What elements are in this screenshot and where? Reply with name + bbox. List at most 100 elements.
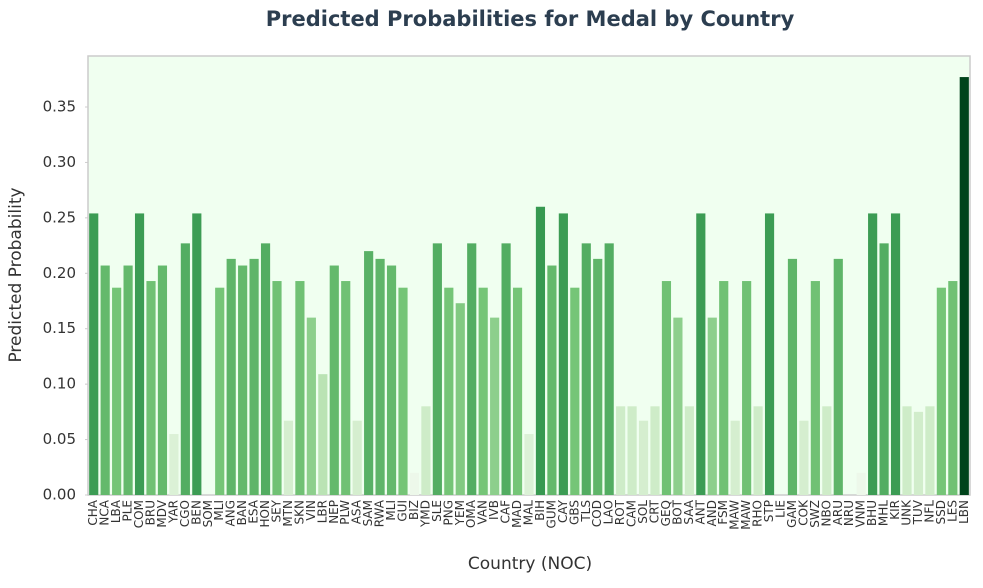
bar [215, 287, 225, 495]
x-tick-label: CRT [648, 499, 662, 523]
x-tick-label: PNG [441, 500, 455, 526]
x-tick-label: BHU [865, 500, 879, 526]
x-tick-label: ASA [350, 499, 364, 524]
x-tick-label: GAM [785, 500, 799, 528]
x-tick-label: NCA [98, 499, 112, 525]
bar [925, 406, 935, 495]
x-tick-label: COM [132, 500, 146, 528]
x-tick-label: SEY [270, 499, 284, 522]
bar [512, 287, 523, 495]
bar [226, 258, 236, 495]
x-tick-label: PLE [121, 500, 135, 522]
x-tick-label: YAR [166, 500, 180, 524]
x-tick-label: VAN [476, 500, 490, 525]
bar [902, 406, 912, 495]
x-tick-label: GUM [544, 500, 558, 528]
bar [375, 258, 385, 495]
bar [787, 258, 798, 495]
bar [547, 265, 557, 495]
bar [684, 406, 694, 495]
x-tick-label: LBR [315, 500, 329, 523]
x-tick-label: ROT [613, 499, 627, 525]
bar [581, 243, 591, 495]
y-axis-label: Predicted Probability [6, 187, 26, 362]
x-tick-label: CAM [625, 500, 639, 527]
bar [810, 281, 820, 495]
x-tick-label: SLE [430, 500, 444, 522]
x-tick-label: YMD [418, 500, 432, 528]
x-tick-label: CHA [86, 499, 100, 525]
bar [558, 213, 568, 495]
x-tick-label: ARU [831, 500, 845, 525]
bar [478, 287, 488, 495]
bar [467, 243, 477, 495]
x-tick-label: ANT [693, 499, 707, 524]
x-tick-label: BIH [533, 500, 547, 521]
x-tick-label: BOT [670, 499, 684, 524]
x-tick-label: PLW [338, 500, 352, 525]
bar [329, 265, 339, 495]
bar [352, 420, 362, 495]
bar [249, 258, 259, 495]
x-tick-label: MAD [510, 500, 524, 528]
bar [742, 281, 752, 495]
x-tick-label: CAF [499, 500, 513, 524]
x-tick-label: SKN [292, 500, 306, 524]
bar [936, 287, 946, 495]
x-tick-label: KIR [888, 500, 902, 520]
x-tick-label: OMA [464, 499, 478, 528]
bar [421, 406, 431, 495]
bar [753, 406, 763, 495]
x-tick-label: YEM [453, 500, 467, 526]
x-tick-label: GUI [396, 500, 410, 522]
x-tick-label: MAW [739, 500, 753, 530]
x-tick-label: SOM [201, 500, 215, 527]
x-tick-label: NRU [842, 500, 856, 526]
bar [146, 281, 156, 495]
x-tick-label: VIN [304, 500, 318, 521]
bar [432, 243, 442, 495]
x-tick-label: ANG [224, 500, 238, 526]
x-tick-label: COK [796, 499, 810, 526]
bar [616, 406, 626, 495]
bar [948, 281, 958, 495]
bar [650, 406, 660, 495]
bar [123, 265, 133, 495]
bar [868, 213, 878, 495]
bar [707, 317, 717, 495]
bar [455, 303, 465, 495]
x-tick-label: MHL [877, 500, 891, 526]
x-tick-label: BEN [189, 500, 203, 525]
x-tick-label: LBA [109, 499, 123, 523]
y-tick-label: 0.10 [43, 375, 76, 393]
y-tick-label: 0.20 [43, 264, 76, 282]
x-tick-label: BAN [235, 500, 249, 525]
bar [112, 287, 122, 495]
x-tick-label: LBN [957, 500, 971, 524]
bar [364, 251, 374, 495]
bar [318, 374, 328, 495]
x-tick-label: COD [590, 500, 604, 527]
x-tick-label: MLI [212, 500, 226, 521]
x-tick-label: AND [705, 500, 719, 526]
bar [913, 411, 924, 495]
bar [398, 287, 408, 495]
x-tick-label: MLI [384, 500, 398, 521]
bar [661, 281, 672, 495]
y-tick-label: 0.30 [43, 153, 76, 171]
bar [409, 472, 420, 495]
bar [306, 317, 316, 495]
x-tick-label: ESA [247, 499, 261, 523]
bar [673, 317, 683, 495]
x-tick-label: SWZ [808, 500, 822, 528]
bar [192, 213, 202, 495]
bar [593, 258, 603, 495]
bar [799, 420, 809, 495]
bar [272, 281, 282, 495]
x-tick-label: BRU [144, 500, 158, 525]
y-tick-label: 0.15 [43, 319, 76, 337]
y-tick-label: 0.35 [43, 97, 76, 115]
x-tick-label: TUV [911, 499, 925, 525]
bar [856, 472, 866, 495]
